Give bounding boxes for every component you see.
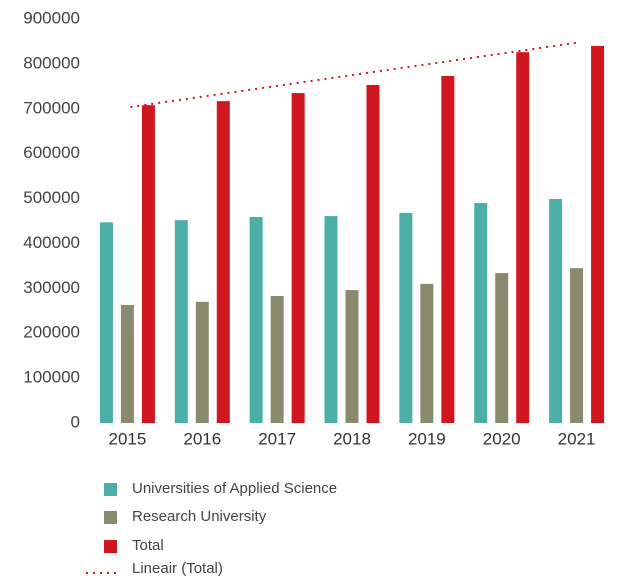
x-tick-label: 2016 — [183, 429, 221, 448]
y-tick-label: 400000 — [23, 233, 80, 252]
legend-marker — [104, 483, 117, 496]
y-tick-label: 800000 — [23, 53, 80, 72]
legend-label: Lineair (Total) — [132, 560, 223, 577]
bar — [345, 290, 359, 423]
bar — [570, 268, 584, 423]
bar — [495, 273, 509, 423]
legend-marker — [104, 540, 117, 553]
legend-label: Total — [132, 537, 164, 554]
bar — [291, 93, 305, 424]
x-tick-label: 2015 — [109, 429, 147, 448]
bar — [120, 304, 134, 423]
y-tick-label: 300000 — [23, 278, 80, 297]
x-tick-label: 2017 — [258, 429, 296, 448]
bar — [249, 216, 263, 423]
bar — [516, 52, 530, 424]
bar — [99, 222, 113, 423]
bar — [141, 105, 155, 423]
y-tick-label: 200000 — [23, 323, 80, 342]
x-tick-label: 2020 — [483, 429, 521, 448]
legend-label: Universities of Applied Science — [132, 480, 337, 497]
legend-marker — [104, 511, 117, 524]
y-tick-label: 700000 — [23, 98, 80, 117]
bar — [474, 203, 488, 423]
y-tick-label: 100000 — [23, 368, 80, 387]
bar — [216, 101, 230, 423]
bar — [420, 283, 434, 423]
bar — [441, 76, 455, 424]
bar — [324, 216, 338, 423]
x-tick-label: 2018 — [333, 429, 371, 448]
y-tick-label: 0 — [71, 412, 80, 431]
bar — [366, 84, 380, 423]
y-tick-label: 600000 — [23, 143, 80, 162]
bar — [399, 212, 413, 423]
x-tick-label: 2021 — [558, 429, 596, 448]
trend-line — [130, 41, 580, 108]
y-tick-label: 900000 — [23, 8, 80, 27]
bar — [549, 199, 563, 423]
bar — [195, 301, 209, 423]
y-tick-label: 500000 — [23, 188, 80, 207]
x-tick-label: 2019 — [408, 429, 446, 448]
legend-label: Research University — [132, 508, 267, 525]
bar — [174, 220, 188, 423]
bar — [591, 45, 605, 423]
bar — [270, 295, 284, 423]
